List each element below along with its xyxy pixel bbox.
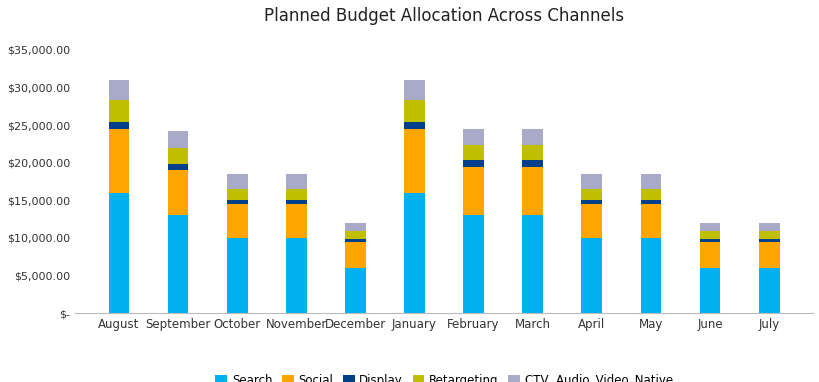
Bar (404, 122, 424, 129)
Bar (463, 215, 483, 313)
Bar (345, 223, 365, 231)
Bar (522, 129, 542, 145)
Bar (227, 174, 247, 189)
Bar (699, 231, 720, 239)
Bar (286, 189, 306, 201)
Bar (108, 100, 129, 122)
Bar (404, 193, 424, 313)
Bar (758, 223, 779, 231)
Bar (758, 242, 779, 268)
Bar (640, 238, 660, 313)
Bar (227, 201, 247, 204)
Bar (108, 129, 129, 193)
Bar (345, 242, 365, 268)
Bar (286, 201, 306, 204)
Bar (168, 149, 188, 163)
Bar (404, 80, 424, 100)
Bar (345, 268, 365, 313)
Bar (168, 131, 188, 149)
Bar (581, 201, 601, 204)
Bar (758, 268, 779, 313)
Bar (168, 215, 188, 313)
Bar (463, 160, 483, 167)
Bar (581, 174, 601, 189)
Bar (758, 231, 779, 239)
Bar (699, 268, 720, 313)
Bar (404, 100, 424, 122)
Legend: Search, Social, Display, Retargeting, CTV, Audio, Video, Native: Search, Social, Display, Retargeting, CT… (210, 369, 676, 382)
Bar (227, 204, 247, 238)
Bar (699, 239, 720, 242)
Bar (227, 238, 247, 313)
Bar (640, 201, 660, 204)
Bar (581, 238, 601, 313)
Bar (286, 174, 306, 189)
Title: Planned Budget Allocation Across Channels: Planned Budget Allocation Across Channel… (264, 7, 623, 25)
Bar (227, 189, 247, 201)
Bar (522, 145, 542, 160)
Bar (640, 174, 660, 189)
Bar (758, 239, 779, 242)
Bar (345, 239, 365, 242)
Bar (640, 189, 660, 201)
Bar (168, 163, 188, 170)
Bar (108, 80, 129, 100)
Bar (699, 242, 720, 268)
Bar (699, 223, 720, 231)
Bar (108, 193, 129, 313)
Bar (581, 204, 601, 238)
Bar (286, 204, 306, 238)
Bar (463, 129, 483, 145)
Bar (404, 129, 424, 193)
Bar (581, 189, 601, 201)
Bar (522, 160, 542, 167)
Bar (345, 231, 365, 239)
Bar (640, 204, 660, 238)
Bar (463, 145, 483, 160)
Bar (522, 215, 542, 313)
Bar (522, 167, 542, 215)
Bar (286, 238, 306, 313)
Bar (463, 167, 483, 215)
Bar (168, 170, 188, 215)
Bar (108, 122, 129, 129)
